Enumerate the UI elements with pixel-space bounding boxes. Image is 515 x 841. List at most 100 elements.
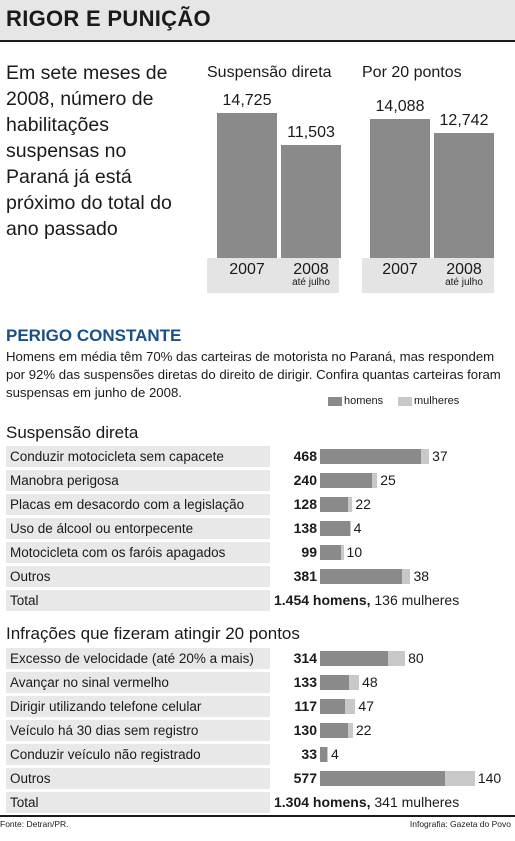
table-row-label: Veículo há 30 dias sem registro [6,720,270,741]
chart-title-suspensao: Suspensão direta [207,64,332,81]
men-count: 577 [293,770,317,786]
table-row-label: Uso de álcool ou entorpecente [6,518,270,539]
table-row-label: Dirigir utilizando telefone celular [6,696,270,717]
table-total-label: Total [6,792,270,813]
table-row-label: Motocicleta com os faróis apagados [6,542,270,563]
women-bar [345,699,356,714]
women-bar [387,651,406,666]
women-bar [348,723,353,738]
total-women: 341 mulheres [370,794,460,810]
section-description: Homens em média têm 70% das carteiras de… [6,349,501,400]
men-bar [320,473,372,488]
men-bar [320,771,445,786]
men-bar [320,747,328,762]
total-men: 1.454 homens, [274,592,371,608]
men-count: 381 [293,568,317,584]
bar-value-label: 14,088 [375,98,425,116]
year-label-text: 2007 [382,261,418,278]
footer-divider [0,815,515,817]
year-panel-suspensao [207,258,339,293]
year-bar [217,113,277,258]
women-count: 4 [353,520,362,536]
men-bar [320,723,349,738]
women-count: 25 [380,472,396,488]
year-label-text: 2008 [293,261,329,278]
header-band: RIGOR E PUNIÇÃO [0,0,515,42]
year-label: 2008 até julho [281,262,341,288]
legend-women-swatch [398,396,412,406]
intro-text: Em sete meses de 2008, número de habilit… [6,62,172,240]
year-label-text: 2007 [229,261,265,278]
year-label-text: 2008 [446,261,482,278]
women-count: 48 [362,674,378,690]
women-count: 38 [413,568,430,584]
men-count: 468 [293,448,317,464]
women-count: 22 [355,496,371,512]
table-row-label: Outros [6,768,270,789]
women-count: 22 [355,722,372,738]
women-bar [371,473,378,488]
total-men: 1.304 homens, [274,794,371,810]
women-bar [444,771,475,786]
page-title: RIGOR E PUNIÇÃO [6,6,211,31]
year-label: 2007 [217,262,277,278]
women-count: 47 [358,698,374,714]
women-count: 80 [408,650,424,666]
men-bar [320,449,422,464]
men-bar [320,569,403,584]
women-bar [341,545,344,560]
year-note: até julho [292,277,330,288]
year-note: até julho [445,277,483,288]
men-bar [320,545,342,560]
women-count: 4 [330,746,339,762]
year-label: 2007 [370,262,430,278]
table-row-label: Conduzir veículo não registrado [6,744,270,765]
women-bar [347,497,353,512]
table-row-label: Avançar no sinal vermelho [6,672,270,693]
men-count: 240 [293,472,317,488]
men-count: 130 [293,722,317,738]
legend-men-swatch [328,396,342,406]
year-bar [281,144,341,258]
women-bar [327,747,328,762]
footer-source: Fonte: Detran/PR. [0,819,69,829]
chart-title-20-pontos: Por 20 pontos [362,64,462,81]
men-bar [320,699,346,714]
women-bar [348,675,360,690]
table-row-label: Conduzir motocicleta sem capacete [6,446,270,467]
bar-value-label: 14,725 [222,92,272,109]
total-summary: 1.454 homens, 136 mulheres [274,590,459,611]
women-bar [421,449,430,464]
bar-value-label: 11,503 [287,123,335,141]
men-bar [320,497,348,512]
table-row-label: Manobra perigosa [6,470,270,491]
men-bar [320,521,350,536]
bar-value-label: 12,742 [439,111,489,129]
men-count: 117 [294,698,317,714]
section-title-perigo: PERIGO CONSTANTE [6,326,182,345]
women-bar [402,569,411,584]
legend-men-label: homens [344,395,384,407]
legend-men: homens [328,395,383,407]
year-bar [434,132,494,258]
year-panel-20-pontos [362,258,494,293]
table-row-label: Outros [6,566,270,587]
legend-women-label: mulheres [414,395,460,407]
women-count: 10 [346,544,363,560]
legend-women: mulheres [398,395,459,407]
table-total-label: Total [6,590,270,611]
men-bar [320,651,388,666]
year-bar [370,119,430,258]
men-count: 99 [301,544,317,560]
men-count: 138 [293,520,317,536]
footer-credit: Infografia: Gazeta do Povo [409,819,511,829]
women-count: 140 [477,770,502,786]
total-summary: 1.304 homens, 341 mulheres [274,792,459,813]
men-bar [320,675,349,690]
subsection-title-20-pontos: Infrações que fizeram atingir 20 pontos [6,624,300,643]
men-count: 128 [293,496,317,512]
men-count: 33 [301,746,317,762]
women-bar [349,521,351,536]
subsection-title-suspensao: Suspensão direta [6,423,139,442]
table-row-label: Placas em desacordo com a legislação [6,494,270,515]
